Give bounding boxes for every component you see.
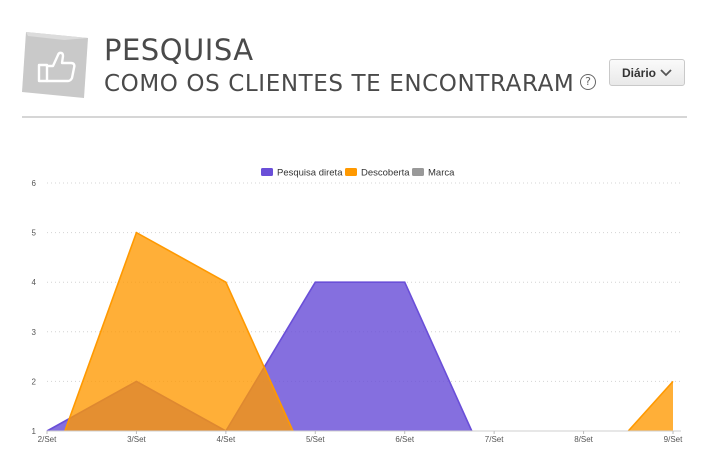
legend-label: Marca [428, 168, 455, 179]
chart-legend: Pesquisa direta Descoberta Marca [261, 168, 455, 179]
series-line [627, 380, 674, 432]
x-tick-label: 7/Set [485, 435, 504, 444]
x-tick-label: 5/Set [306, 435, 325, 444]
legend-label: Descoberta [361, 168, 410, 179]
x-tick-label: 8/Set [574, 435, 593, 444]
period-dropdown[interactable]: Diário [609, 59, 685, 86]
y-tick-label: 4 [32, 278, 37, 287]
legend-label: Pesquisa direta [277, 168, 343, 179]
x-tick-label: 3/Set [127, 435, 146, 444]
legend-swatch [261, 168, 273, 176]
legend-item[interactable]: Descoberta [345, 168, 410, 179]
series-area [64, 232, 293, 431]
page-title: PESQUISA [104, 33, 254, 67]
thumbs-up-icon [22, 32, 88, 98]
header-divider [22, 116, 687, 118]
page-subtitle: COMO OS CLIENTES TE ENCONTRARAM? [104, 71, 597, 97]
help-circle-icon[interactable]: ? [580, 73, 597, 90]
legend-swatch [345, 168, 357, 176]
legend-swatch [412, 168, 424, 176]
x-tick-label: 6/Set [395, 435, 414, 444]
legend-item[interactable]: Pesquisa direta [261, 168, 343, 179]
subtitle-text: COMO OS CLIENTES TE ENCONTRARAM [104, 71, 575, 97]
y-tick-label: 2 [32, 377, 37, 386]
chevron-down-icon [660, 69, 672, 77]
y-tick-label: 6 [32, 179, 37, 188]
x-tick-label: 9/Set [664, 435, 683, 444]
x-tick-label: 4/Set [217, 435, 236, 444]
legend-item[interactable]: Marca [412, 168, 455, 179]
y-tick-label: 1 [32, 427, 37, 436]
area-chart: 1 2 3 4 5 6 2/Set 3/Set 4/Set 5/Set 6/Set 7/Set 8/Se… [32, 168, 684, 445]
area-layer [46, 231, 674, 433]
axis-layer: 1 2 3 4 5 6 2/Set 3/Set 4/Set 5/Set 6/Set 7/Set 8/Se… [32, 179, 684, 444]
series-line [64, 231, 294, 432]
period-dropdown-label: Diário [622, 65, 657, 80]
x-tick-label: 2/Set [38, 435, 57, 444]
y-tick-label: 3 [32, 328, 37, 337]
y-tick-label: 5 [32, 229, 37, 238]
